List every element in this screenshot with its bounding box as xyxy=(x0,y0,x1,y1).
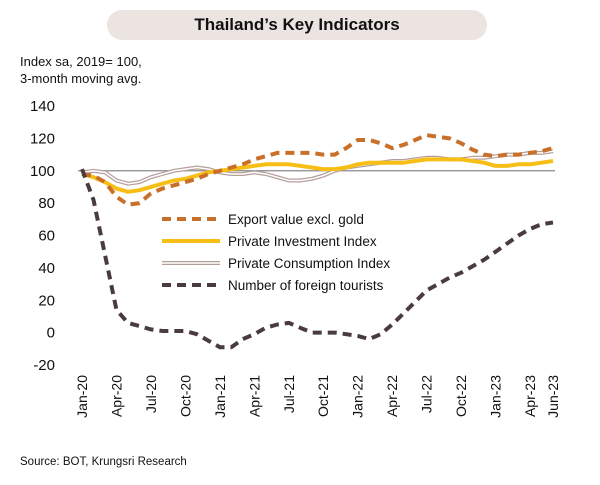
units-line-2: 3-month moving avg. xyxy=(20,71,142,86)
x-tick-label: Jan-21 xyxy=(212,375,228,418)
x-tick-label: Oct-21 xyxy=(315,375,331,417)
x-tick-label: Oct-20 xyxy=(177,375,193,417)
x-tick-label: Jul-21 xyxy=(281,375,297,413)
series-export-line xyxy=(81,133,554,207)
x-tick-label: Jan-23 xyxy=(488,375,504,418)
y-tick-label: 40 xyxy=(38,260,55,277)
x-tick-label: Apr-22 xyxy=(384,375,400,417)
y-tick-label: 100 xyxy=(30,163,55,180)
x-tick-label: Jan-20 xyxy=(74,375,90,418)
y-tick-label: 0 xyxy=(47,325,55,342)
y-tick-label: -20 xyxy=(33,357,55,374)
x-tick-label: Apr-20 xyxy=(108,375,124,417)
x-tick-label: Jun-23 xyxy=(545,375,561,418)
legend-label: Number of foreign tourists xyxy=(228,278,384,293)
x-tick-label: Jul-20 xyxy=(143,375,159,413)
y-tick-label: 20 xyxy=(38,292,55,309)
series-consumption-line-inner xyxy=(81,150,554,185)
legend-label: Private Consumption Index xyxy=(228,256,390,271)
y-tick-label: 60 xyxy=(38,228,55,245)
legend-label: Export value excl. gold xyxy=(228,212,364,227)
chart-title-banner: Thailand’s Key Indicators xyxy=(107,10,487,40)
legend-label: Private Investment Index xyxy=(228,234,377,249)
x-tick-label: Jul-22 xyxy=(419,375,435,413)
x-tick-label: Apr-21 xyxy=(246,375,262,417)
y-tick-label: 120 xyxy=(30,130,55,147)
x-tick-label: Jan-22 xyxy=(350,375,366,418)
source-note: Source: BOT, Krungsri Research xyxy=(20,456,187,468)
y-tick-label: 80 xyxy=(38,195,55,212)
chart-title: Thailand’s Key Indicators xyxy=(194,15,400,34)
series-investment-line xyxy=(81,157,554,194)
units-line-1: Index sa, 2019= 100, xyxy=(20,54,142,69)
units-note: Index sa, 2019= 100, 3-month moving avg. xyxy=(20,53,142,87)
series-tourists-line xyxy=(80,168,554,350)
x-tick-label: Apr-23 xyxy=(522,375,538,417)
x-tick-label: Oct-22 xyxy=(453,375,469,417)
y-tick-label: 140 xyxy=(30,98,55,115)
